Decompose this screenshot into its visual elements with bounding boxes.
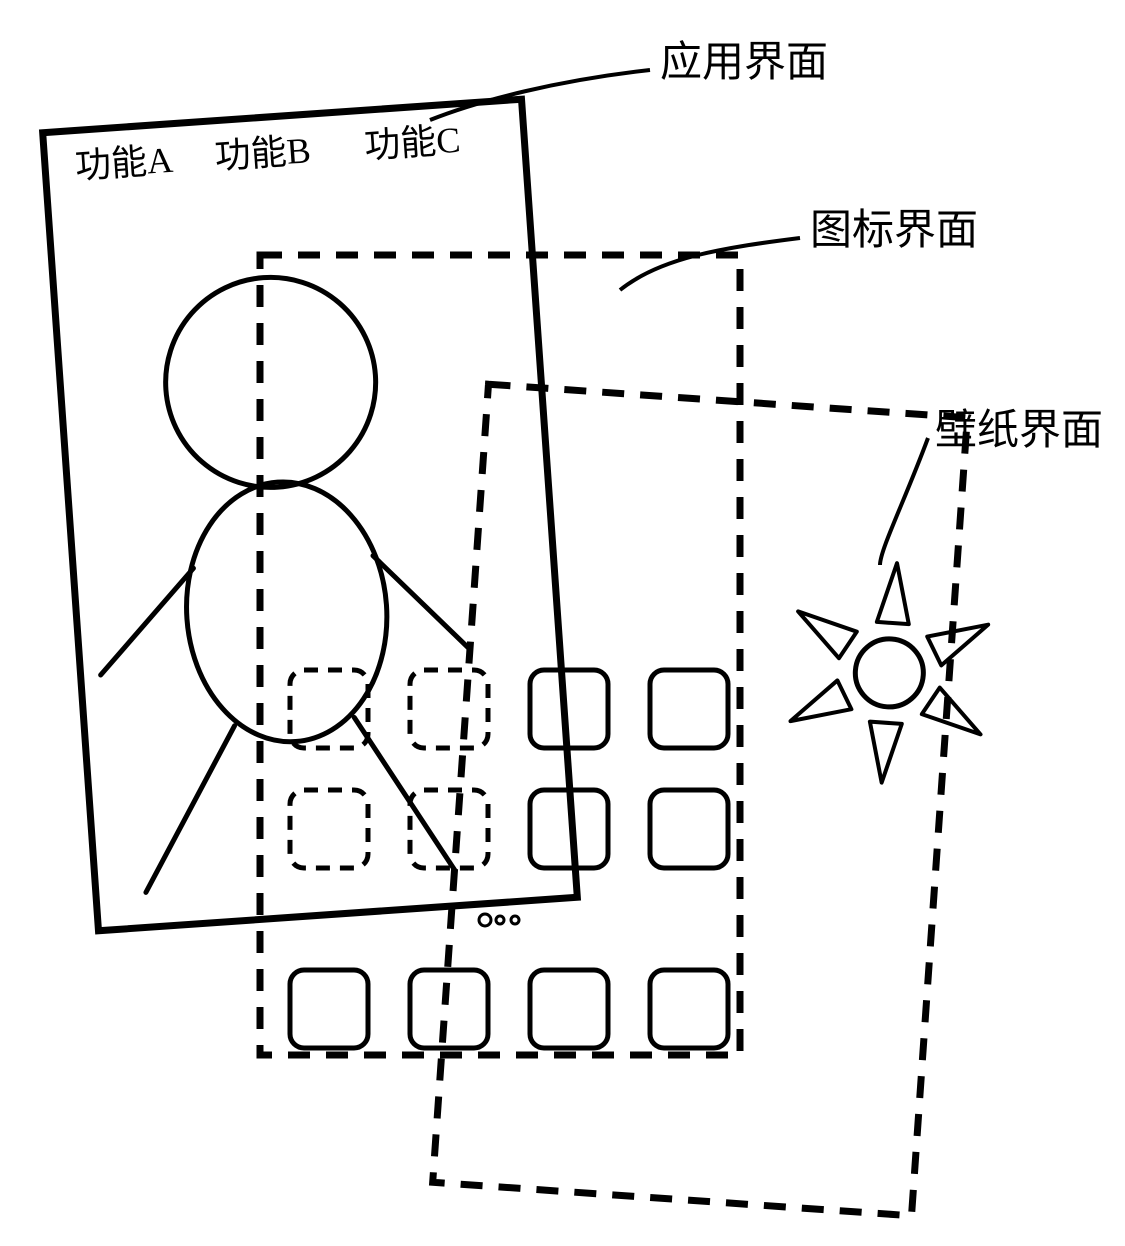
dock-icon <box>410 970 488 1048</box>
label-app-layer: 应用界面 <box>660 28 828 89</box>
app-layer: 功能A 功能B 功能C <box>43 99 578 931</box>
func-label: 功能B <box>213 130 312 177</box>
dock-icon <box>650 970 728 1048</box>
app-icon <box>290 790 368 868</box>
icon-frame <box>260 255 740 1055</box>
sun-ray <box>921 686 984 734</box>
app-icon <box>410 790 488 868</box>
sun-ray <box>925 620 988 668</box>
callout-leader <box>430 70 650 120</box>
figure-limb <box>94 568 201 675</box>
app-icon <box>410 670 488 748</box>
sun-icon <box>853 637 926 710</box>
figure-body <box>178 475 396 748</box>
sun-ray <box>795 611 858 659</box>
wallpaper-layer <box>433 384 1003 1218</box>
app-frame <box>43 99 578 931</box>
label-icon-layer: 图标界面 <box>810 196 978 257</box>
sun-ray <box>866 722 902 784</box>
page-dot <box>511 916 519 924</box>
func-label: 功能A <box>74 140 175 187</box>
icon-layer <box>260 255 740 1055</box>
wallpaper-frame <box>433 384 968 1216</box>
label-wallpaper-layer: 壁纸界面 <box>935 396 1103 457</box>
dock-icon <box>530 970 608 1048</box>
figure-head <box>159 270 383 494</box>
figure-limb <box>135 726 246 893</box>
dock-icon <box>290 970 368 1048</box>
func-label: 功能C <box>363 120 462 167</box>
callout-leader <box>880 438 928 565</box>
sun-ray <box>790 677 853 725</box>
app-icon <box>650 670 728 748</box>
page-dot <box>479 914 491 926</box>
figure-limb <box>354 711 455 877</box>
app-icon <box>650 790 728 868</box>
page-dot <box>496 916 504 924</box>
callout-leader <box>620 238 800 290</box>
sun-ray <box>877 562 913 624</box>
